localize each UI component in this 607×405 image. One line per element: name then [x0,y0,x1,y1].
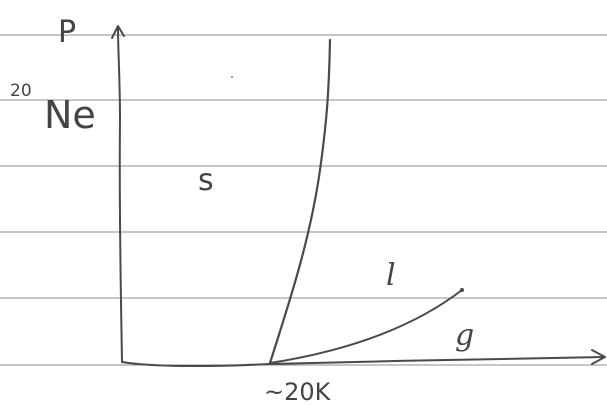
element-symbol: Ne [44,93,96,137]
region-label-solid: s [198,163,214,198]
pressure-axis [117,27,123,363]
vaporization-curve [269,289,463,364]
isotope-mass-number: 20 [10,81,32,101]
temperature-label: ~20K [264,378,332,405]
temperature-axis-arrowhead [591,349,606,365]
notebook-ruled-lines [0,34,607,366]
melting-curve [268,38,332,365]
critical-point-dot [460,288,464,292]
y-axis-label: P [58,15,76,50]
region-label-liquid: l [386,258,396,293]
temperature-axis [121,356,605,367]
region-label-gas: g [455,318,474,353]
pressure-axis-arrowhead [111,25,125,39]
ink-dot [231,76,233,78]
